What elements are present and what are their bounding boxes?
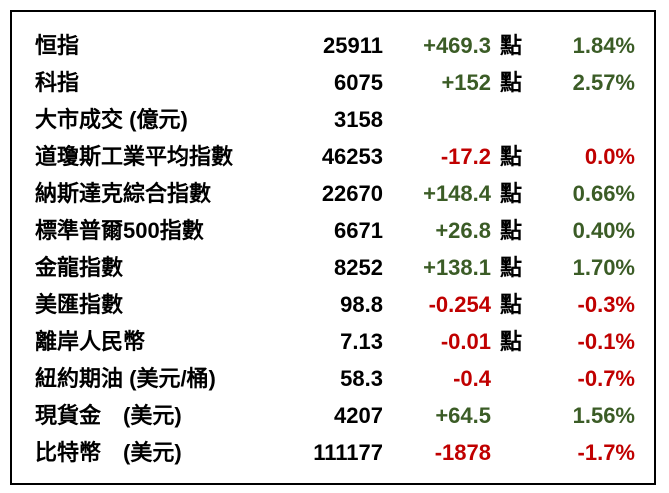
market-table: 恒指 25911 +469.3 點 1.84% 科指 6075 +152 點 2…: [10, 10, 656, 485]
table-row: 金龍指數 8252 +138.1 點 1.70%: [35, 249, 635, 286]
percent-change: 0.66%: [572, 181, 635, 206]
last-value: 98.8: [340, 292, 383, 317]
last-value: 6075: [334, 70, 383, 95]
percent-change: -0.3%: [577, 292, 635, 317]
instrument-label: 道瓊斯工業平均指數: [35, 144, 234, 169]
instrument-label: 納斯達克綜合指數: [35, 181, 212, 206]
change-value: -0.4: [453, 366, 491, 391]
percent-change: 1.70%: [572, 255, 635, 280]
last-value: 111177: [313, 440, 383, 465]
table-row: 大市成交 (億元) 3158: [35, 101, 635, 138]
change-unit: 點: [500, 218, 523, 243]
last-value: 22670: [321, 181, 383, 206]
table-row: 現貨金 (美元) 4207 +64.5 1.56%: [35, 397, 635, 434]
instrument-label: 美匯指數: [35, 292, 124, 317]
change-value: -1878: [434, 440, 491, 465]
change-value: -17.2: [440, 144, 491, 169]
instrument-label: 比特幣 (美元): [35, 440, 182, 465]
change-value: +64.5: [435, 403, 491, 428]
table-row: 紐約期油 (美元/桶) 58.3 -0.4 -0.7%: [35, 360, 635, 397]
last-value: 25911: [323, 33, 383, 58]
percent-change: 2.57%: [572, 70, 635, 95]
table-row: 道瓊斯工業平均指數 46253 -17.2 點 0.0%: [35, 138, 635, 175]
table-row: 美匯指數 98.8 -0.254 點 -0.3%: [35, 286, 635, 323]
instrument-label: 恒指: [35, 33, 80, 58]
change-unit: 點: [500, 70, 523, 95]
change-unit: 點: [500, 255, 523, 280]
change-value: +152: [441, 70, 491, 95]
percent-change: 0.40%: [572, 218, 635, 243]
last-value: 8252: [334, 255, 383, 280]
change-value: +26.8: [435, 218, 491, 243]
instrument-label: 現貨金 (美元): [35, 403, 182, 428]
change-value: +148.4: [423, 181, 491, 206]
instrument-label: 科指: [35, 70, 80, 95]
table-row: 納斯達克綜合指數 22670 +148.4 點 0.66%: [35, 175, 635, 212]
instrument-label: 離岸人民幣: [35, 329, 146, 354]
change-unit: 點: [500, 329, 523, 354]
last-value: 46253: [321, 144, 383, 169]
percent-change: 1.56%: [572, 403, 635, 428]
change-unit: 點: [500, 144, 523, 169]
last-value: 58.3: [340, 366, 383, 391]
percent-change: -1.7%: [577, 440, 635, 465]
percent-change: 1.84%: [572, 33, 635, 58]
last-value: 4207: [334, 403, 383, 428]
last-value: 3158: [334, 107, 383, 132]
change-unit: 點: [500, 33, 523, 58]
table-row: 比特幣 (美元) 111177 -1878 -1.7%: [35, 434, 635, 471]
instrument-label: 標準普爾500指數: [35, 218, 204, 243]
instrument-label: 金龍指數: [35, 255, 124, 280]
table-row: 標準普爾500指數 6671 +26.8 點 0.40%: [35, 212, 635, 249]
instrument-label: 大市成交 (億元): [35, 107, 188, 132]
last-value: 7.13: [340, 329, 383, 354]
percent-change: -0.1%: [577, 329, 635, 354]
percent-change: -0.7%: [577, 366, 635, 391]
percent-change: 0.0%: [584, 144, 635, 169]
change-value: +138.1: [423, 255, 491, 280]
table-row: 恒指 25911 +469.3 點 1.84%: [35, 27, 635, 64]
instrument-label: 紐約期油 (美元/桶): [35, 366, 216, 391]
table-row: 離岸人民幣 7.13 -0.01 點 -0.1%: [35, 323, 635, 360]
change-value: -0.254: [428, 292, 491, 317]
change-unit: 點: [500, 292, 523, 317]
change-value: -0.01: [440, 329, 491, 354]
last-value: 6671: [334, 218, 383, 243]
change-unit: 點: [500, 181, 523, 206]
table-row: 科指 6075 +152 點 2.57%: [35, 64, 635, 101]
change-value: +469.3: [423, 33, 491, 58]
